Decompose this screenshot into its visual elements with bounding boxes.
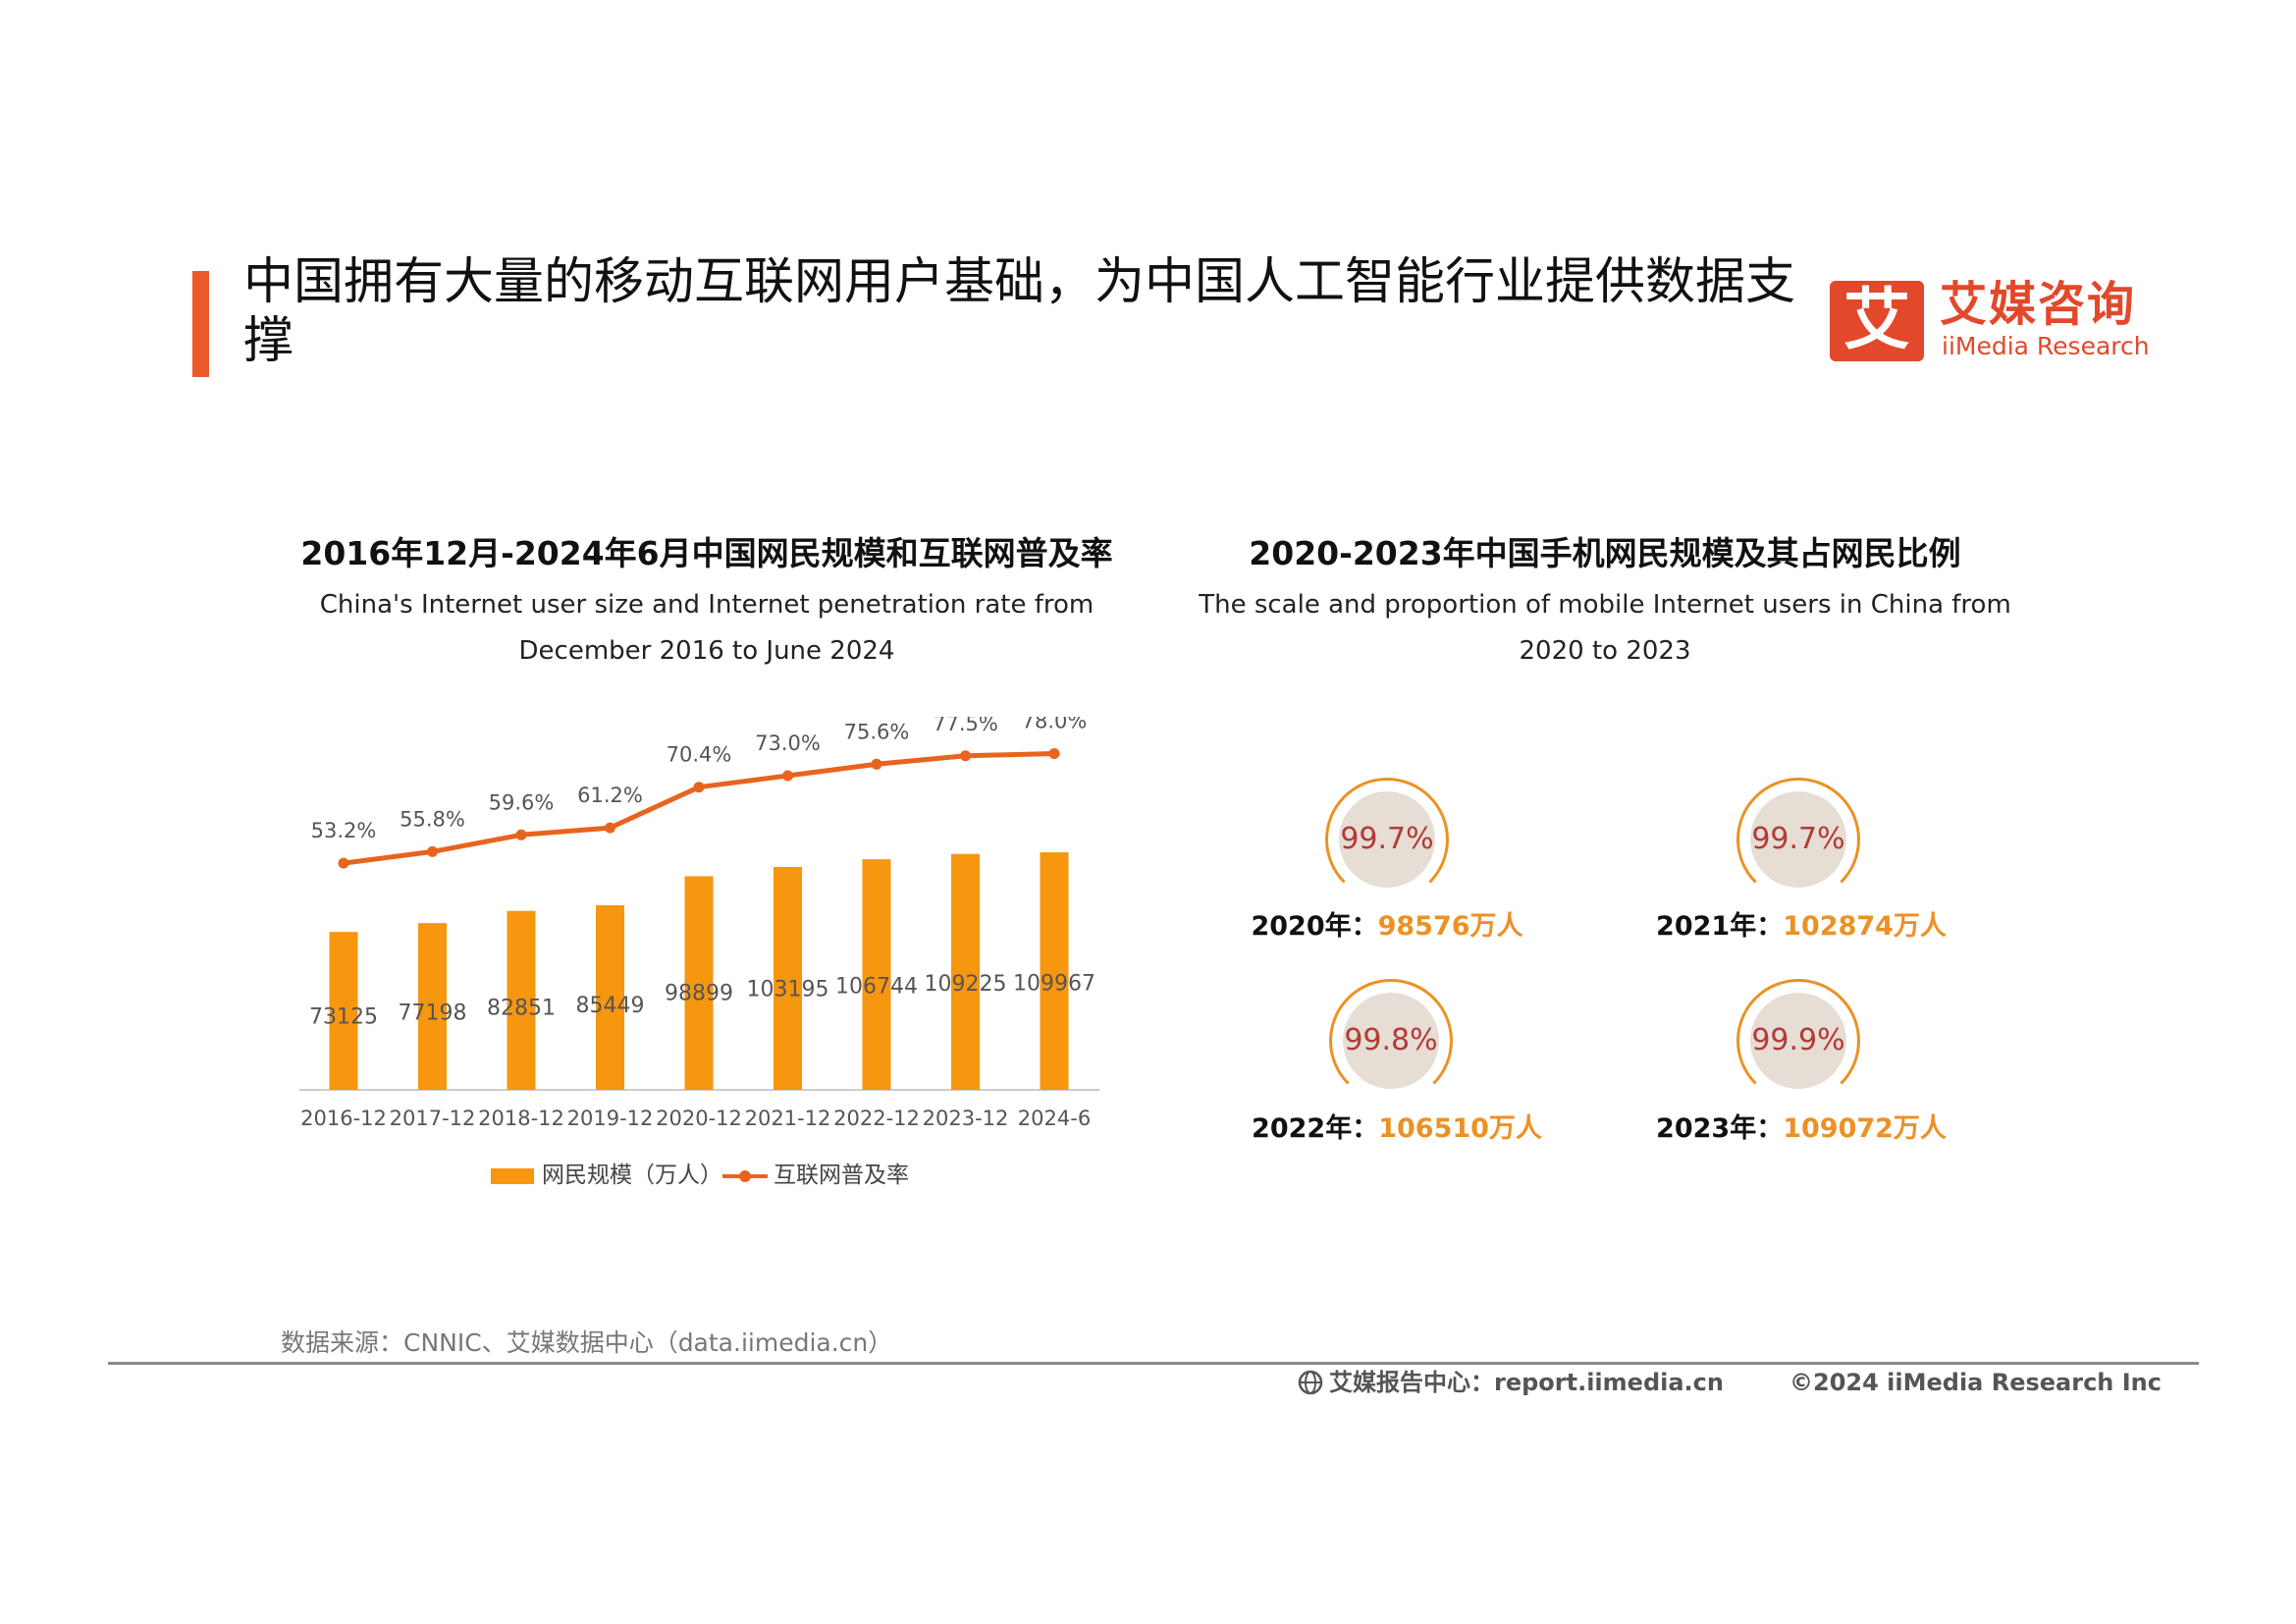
ring-percent: 99.7% [1340, 822, 1434, 856]
ring-arc [1736, 778, 1860, 901]
report-site-text: 艾媒报告中心：report.iimedia.cn [1329, 1369, 1724, 1396]
ring-caption-2022: 2022年：106510万人 [1210, 1112, 1583, 1146]
logo-mark: 艾 [1830, 281, 1924, 361]
line-value-label: 77.5% [933, 717, 998, 735]
bar-value-label: 73125 [309, 1004, 378, 1029]
caption-value: 106510万人 [1378, 1113, 1542, 1144]
x-tick-label: 2023-12 [923, 1107, 1009, 1130]
bar-users [862, 859, 891, 1090]
ring-2020: 99.7% [1325, 778, 1449, 901]
legend-line-marker [722, 1160, 768, 1193]
right-chart-subtitle-1: The scale and proportion of mobile Inter… [1199, 590, 2011, 620]
legend-bar-label: 网民规模（万人） [542, 1163, 722, 1188]
iimedia-logo: 艾 艾媒咨询 iiMedia Research [1830, 277, 2163, 365]
x-tick-label: 2020-12 [656, 1107, 742, 1130]
bar-users [507, 910, 536, 1090]
ring-2023: 99.9% [1736, 979, 1860, 1103]
x-tick-label: 2018-12 [478, 1107, 564, 1130]
title-accent-bar [192, 271, 209, 377]
logo-en-text: iiMedia Research [1942, 332, 2150, 360]
x-tick-label: 2022-12 [833, 1107, 920, 1130]
line-point [1048, 748, 1060, 759]
globe-icon [1298, 1370, 1323, 1395]
line-point [338, 857, 349, 869]
bar-users [951, 853, 980, 1090]
line-point [605, 822, 615, 834]
left-chart-subtitle-1: China's Internet user size and Internet … [319, 590, 1095, 620]
bar-users [1040, 852, 1069, 1090]
line-value-label: 75.6% [844, 720, 910, 743]
caption-value: 102874万人 [1783, 911, 1947, 942]
bar-users [596, 905, 624, 1090]
ring-percent: 99.7% [1751, 822, 1845, 856]
ring-arc [1329, 979, 1453, 1103]
caption-value: 109072万人 [1783, 1113, 1947, 1144]
ring-caption-2020: 2020年：98576万人 [1201, 910, 1574, 944]
bar-value-label: 106744 [835, 974, 918, 999]
line-value-label: 78.0% [1022, 717, 1088, 733]
ring-percent: 99.8% [1344, 1023, 1438, 1057]
bar-value-label: 77198 [399, 1001, 467, 1026]
caption-year: 2020年： [1251, 911, 1378, 942]
legend-line-label: 互联网普及率 [774, 1163, 909, 1188]
line-value-label: 61.2% [577, 784, 643, 807]
ring-percent: 99.9% [1751, 1023, 1845, 1057]
line-point [782, 770, 793, 782]
data-source: 数据来源：CNNIC、艾媒数据中心（data.iimedia.cn） [281, 1328, 893, 1357]
line-value-label: 53.2% [311, 819, 377, 842]
bar-users [418, 923, 447, 1090]
caption-year: 2023年： [1656, 1113, 1784, 1144]
bar-users [684, 876, 714, 1090]
caption-value: 98576万人 [1377, 911, 1523, 942]
x-tick-label: 2019-12 [567, 1107, 654, 1130]
x-tick-label: 2016-12 [300, 1107, 387, 1130]
line-value-label: 59.6% [489, 790, 555, 814]
line-point [427, 845, 438, 857]
left-chart-subtitle-2: December 2016 to June 2024 [518, 636, 895, 666]
bar-value-label: 98899 [665, 982, 733, 1006]
ring-caption-2023: 2023年：109072万人 [1615, 1112, 1988, 1146]
page-title: 中国拥有大量的移动互联网用户基础，为中国人工智能行业提供数据支撑 [243, 253, 1796, 370]
caption-year: 2022年： [1252, 1113, 1379, 1144]
line-point [515, 829, 527, 840]
right-chart-subtitle-2: 2020 to 2023 [1519, 636, 1691, 666]
ring-2022: 99.8% [1329, 979, 1453, 1103]
ring-arc [1736, 979, 1860, 1103]
bar-users [329, 932, 358, 1090]
caption-year: 2021年： [1656, 911, 1784, 942]
line-value-label: 55.8% [400, 807, 465, 831]
internet-users-chart: 73125 2016-12 77198 2017-12 82851 2018-12 8544… [299, 717, 1099, 1130]
legend-item-users: 网民规模（万人） [491, 1159, 722, 1192]
footer-divider [108, 1362, 2199, 1365]
legend-bar-swatch [491, 1167, 534, 1184]
legend-item-penetration: 互联网普及率 [722, 1159, 909, 1193]
bar-value-label: 109967 [1013, 971, 1095, 996]
line-point [693, 782, 705, 793]
ring-arc [1325, 778, 1449, 901]
logo-cn-text: 艾媒咨询 [1940, 277, 2137, 332]
bar-value-label: 82851 [487, 996, 556, 1020]
x-tick-label: 2021-12 [745, 1107, 831, 1130]
x-tick-label: 2024-6 [1018, 1107, 1091, 1130]
line-point [871, 758, 882, 770]
footer-report-site[interactable]: 艾媒报告中心：report.iimedia.cn [1298, 1367, 1724, 1398]
bar-value-label: 85449 [576, 994, 645, 1018]
line-value-label: 70.4% [667, 743, 732, 767]
bar-users [774, 866, 802, 1090]
ring-caption-2021: 2021年：102874万人 [1615, 910, 1988, 944]
right-chart-title: 2020-2023年中国手机网民规模及其占网民比例 [1249, 534, 1961, 572]
ring-2021: 99.7% [1736, 778, 1860, 901]
footer-copyright: ©2024 iiMedia Research Inc [1789, 1369, 2162, 1396]
bar-value-label: 103195 [747, 978, 829, 1002]
left-chart-title: 2016年12月-2024年6月中国网民规模和互联网普及率 [300, 534, 1113, 572]
line-point [960, 750, 971, 762]
x-tick-label: 2017-12 [390, 1107, 476, 1130]
bar-value-label: 109225 [925, 972, 1007, 997]
line-value-label: 73.0% [755, 731, 821, 755]
